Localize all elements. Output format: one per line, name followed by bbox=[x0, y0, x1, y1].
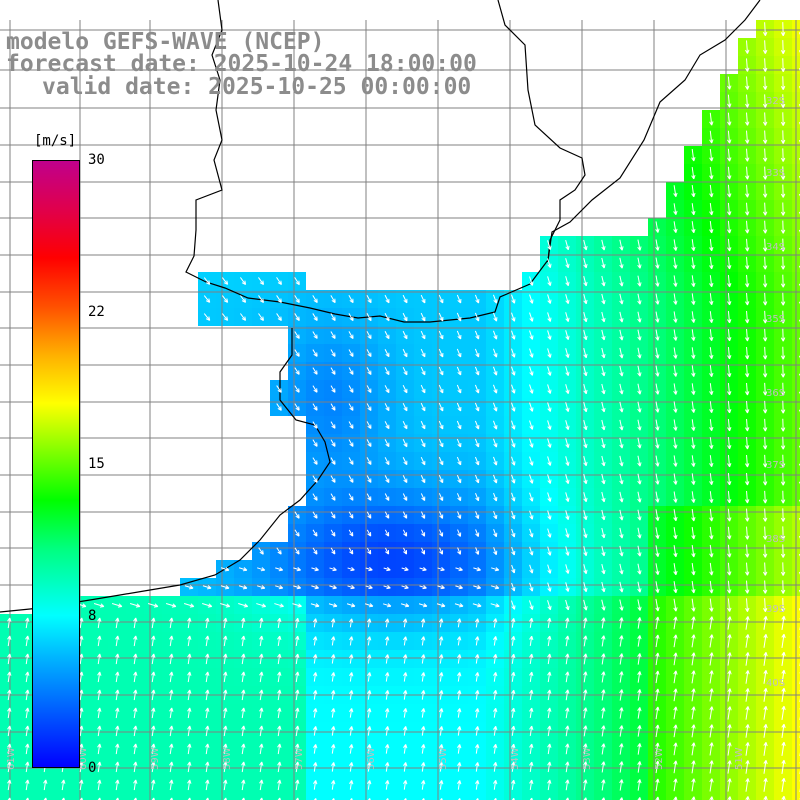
latitude-label: 33S bbox=[766, 168, 785, 179]
latitude-label: 39S bbox=[766, 604, 785, 615]
latitude-label: 35S bbox=[766, 314, 785, 325]
colorbar bbox=[32, 160, 80, 768]
forecast-date: forecast date: 2025-10-24 18:00:00 bbox=[6, 51, 477, 77]
latitude-label: 40S bbox=[766, 678, 785, 689]
latitude-labels: 32S 33S 34S 35S 36S 37S 38S 39S 40S bbox=[766, 96, 785, 689]
latitude-label: 32S bbox=[766, 96, 785, 107]
colorbar-tick: 22 bbox=[88, 304, 105, 320]
longitude-label: 57W bbox=[294, 747, 305, 770]
longitude-label: 58W bbox=[222, 747, 233, 770]
longitude-label: 59W bbox=[150, 747, 161, 770]
longitude-label: 60W bbox=[78, 747, 89, 770]
longitude-label: 53W bbox=[582, 747, 593, 770]
latitude-label: 37S bbox=[766, 460, 785, 471]
lat-lon-grid bbox=[0, 20, 800, 800]
longitude-label: 54W bbox=[510, 747, 521, 770]
colorbar-tick: 30 bbox=[88, 152, 105, 168]
latitude-label: 38S bbox=[766, 534, 785, 545]
longitude-label: 56W bbox=[366, 747, 377, 770]
longitude-label: 52W bbox=[654, 747, 665, 770]
longitude-label: 61W bbox=[6, 747, 17, 770]
latitude-label: 34S bbox=[766, 242, 785, 253]
longitude-labels: 61W 60W 59W 58W 57W 56W 55W 54W 53W 52W 51W bbox=[6, 747, 745, 770]
longitude-label: 55W bbox=[438, 747, 449, 770]
colorbar-tick: 15 bbox=[88, 456, 105, 472]
model-title: modelo GEFS-WAVE (NCEP) bbox=[6, 29, 325, 55]
latitude-label: 36S bbox=[766, 388, 785, 399]
longitude-label: 51W bbox=[734, 747, 745, 770]
wind-speed-field bbox=[0, 20, 800, 800]
colorbar-tick: 8 bbox=[88, 608, 97, 624]
valid-date: valid date: 2025-10-25 00:00:00 bbox=[42, 74, 472, 100]
colorbar-tick: 0 bbox=[88, 760, 97, 776]
colorbar-unit: [m/s] bbox=[34, 133, 77, 149]
